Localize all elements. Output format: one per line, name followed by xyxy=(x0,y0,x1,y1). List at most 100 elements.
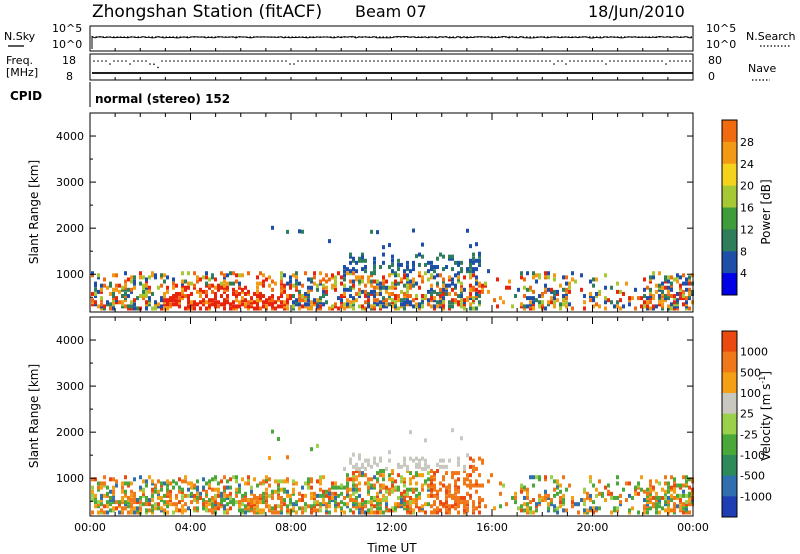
data-cell xyxy=(421,275,424,280)
data-cell xyxy=(433,487,436,492)
data-cell xyxy=(130,502,133,507)
data-cell xyxy=(541,495,544,500)
data-cell xyxy=(358,493,361,498)
data-cell xyxy=(241,498,244,503)
data-cell xyxy=(457,495,460,500)
data-cell xyxy=(151,510,154,515)
data-cell xyxy=(391,304,394,309)
nave-dot xyxy=(621,60,623,62)
data-cell xyxy=(652,306,655,311)
data-cell xyxy=(646,491,649,496)
data-cell xyxy=(655,304,658,309)
data-cell xyxy=(364,291,367,296)
data-cell xyxy=(163,279,166,284)
data-cell xyxy=(115,300,118,305)
data-cell xyxy=(397,473,400,478)
data-cell xyxy=(136,296,139,301)
data-cell xyxy=(373,300,376,305)
data-cell xyxy=(343,277,346,282)
data-cell xyxy=(673,300,676,305)
data-cell xyxy=(208,285,211,290)
data-cell xyxy=(112,294,115,299)
data-cell xyxy=(457,271,460,276)
data-cell xyxy=(376,462,379,467)
data-cell xyxy=(607,483,610,488)
data-cell xyxy=(667,500,670,505)
data-cell xyxy=(433,275,436,280)
data-cell xyxy=(166,302,169,307)
data-cell xyxy=(469,273,472,278)
data-cell xyxy=(316,502,319,507)
data-cell xyxy=(436,506,439,511)
data-cell xyxy=(613,506,616,511)
data-cell xyxy=(364,294,367,299)
data-cell xyxy=(163,481,166,486)
colorbar-segment xyxy=(722,141,737,165)
data-cell xyxy=(148,296,151,301)
data-cell xyxy=(373,285,376,290)
data-cell xyxy=(394,294,397,299)
data-cell xyxy=(127,306,130,311)
data-cell xyxy=(673,487,676,492)
data-cell xyxy=(157,302,160,307)
data-cell xyxy=(286,479,289,484)
data-cell xyxy=(478,456,481,461)
data-cell xyxy=(412,500,415,505)
data-cell xyxy=(319,281,322,286)
data-cell xyxy=(358,256,361,261)
data-cell xyxy=(334,304,337,309)
data-cell xyxy=(397,464,400,469)
data-cell xyxy=(217,502,220,507)
data-cell xyxy=(109,283,112,288)
data-cell xyxy=(403,462,406,467)
data-cell xyxy=(100,498,103,503)
data-cell xyxy=(427,277,430,282)
nave-dot xyxy=(417,60,419,62)
data-cell xyxy=(217,304,220,309)
data-cell xyxy=(334,508,337,513)
data-cell xyxy=(628,296,631,301)
data-cell xyxy=(619,289,622,294)
data-cell xyxy=(313,508,316,513)
data-cell xyxy=(445,287,448,292)
data-cell xyxy=(280,304,283,309)
data-cell xyxy=(364,466,367,471)
data-cell xyxy=(250,296,253,301)
data-cell xyxy=(181,279,184,284)
data-cell xyxy=(511,304,514,309)
data-cell xyxy=(466,500,469,505)
data-cell xyxy=(418,506,421,511)
data-cell xyxy=(682,294,685,299)
data-cell xyxy=(205,289,208,294)
data-cell xyxy=(115,296,118,301)
data-cell xyxy=(214,475,217,480)
data-cell xyxy=(154,273,157,278)
data-cell xyxy=(112,273,115,278)
data-cell xyxy=(658,294,661,299)
data-cell xyxy=(463,500,466,505)
data-cell xyxy=(523,285,526,290)
data-cell xyxy=(325,508,328,513)
data-cell xyxy=(655,506,658,511)
data-cell xyxy=(469,291,472,296)
data-cell xyxy=(316,302,319,307)
data-cell xyxy=(556,491,559,496)
data-cell xyxy=(511,495,514,500)
data-cell xyxy=(121,495,124,500)
data-cell xyxy=(280,506,283,511)
nave-dot xyxy=(353,60,355,62)
velocity-x-axis: 00:00 04:00 08:00 12:00 16:00 20:00 00:00 xyxy=(74,317,709,534)
data-cell xyxy=(148,289,151,294)
data-cell xyxy=(673,508,676,513)
data-cell xyxy=(544,477,547,482)
data-cell xyxy=(331,485,334,490)
data-cell xyxy=(196,289,199,294)
data-cell xyxy=(655,289,658,294)
data-cell xyxy=(127,500,130,505)
data-cell xyxy=(403,306,406,311)
data-cell xyxy=(250,491,253,496)
data-cell xyxy=(502,483,505,488)
data-cell xyxy=(499,481,502,486)
data-cell xyxy=(280,510,283,515)
data-cell xyxy=(145,306,148,311)
